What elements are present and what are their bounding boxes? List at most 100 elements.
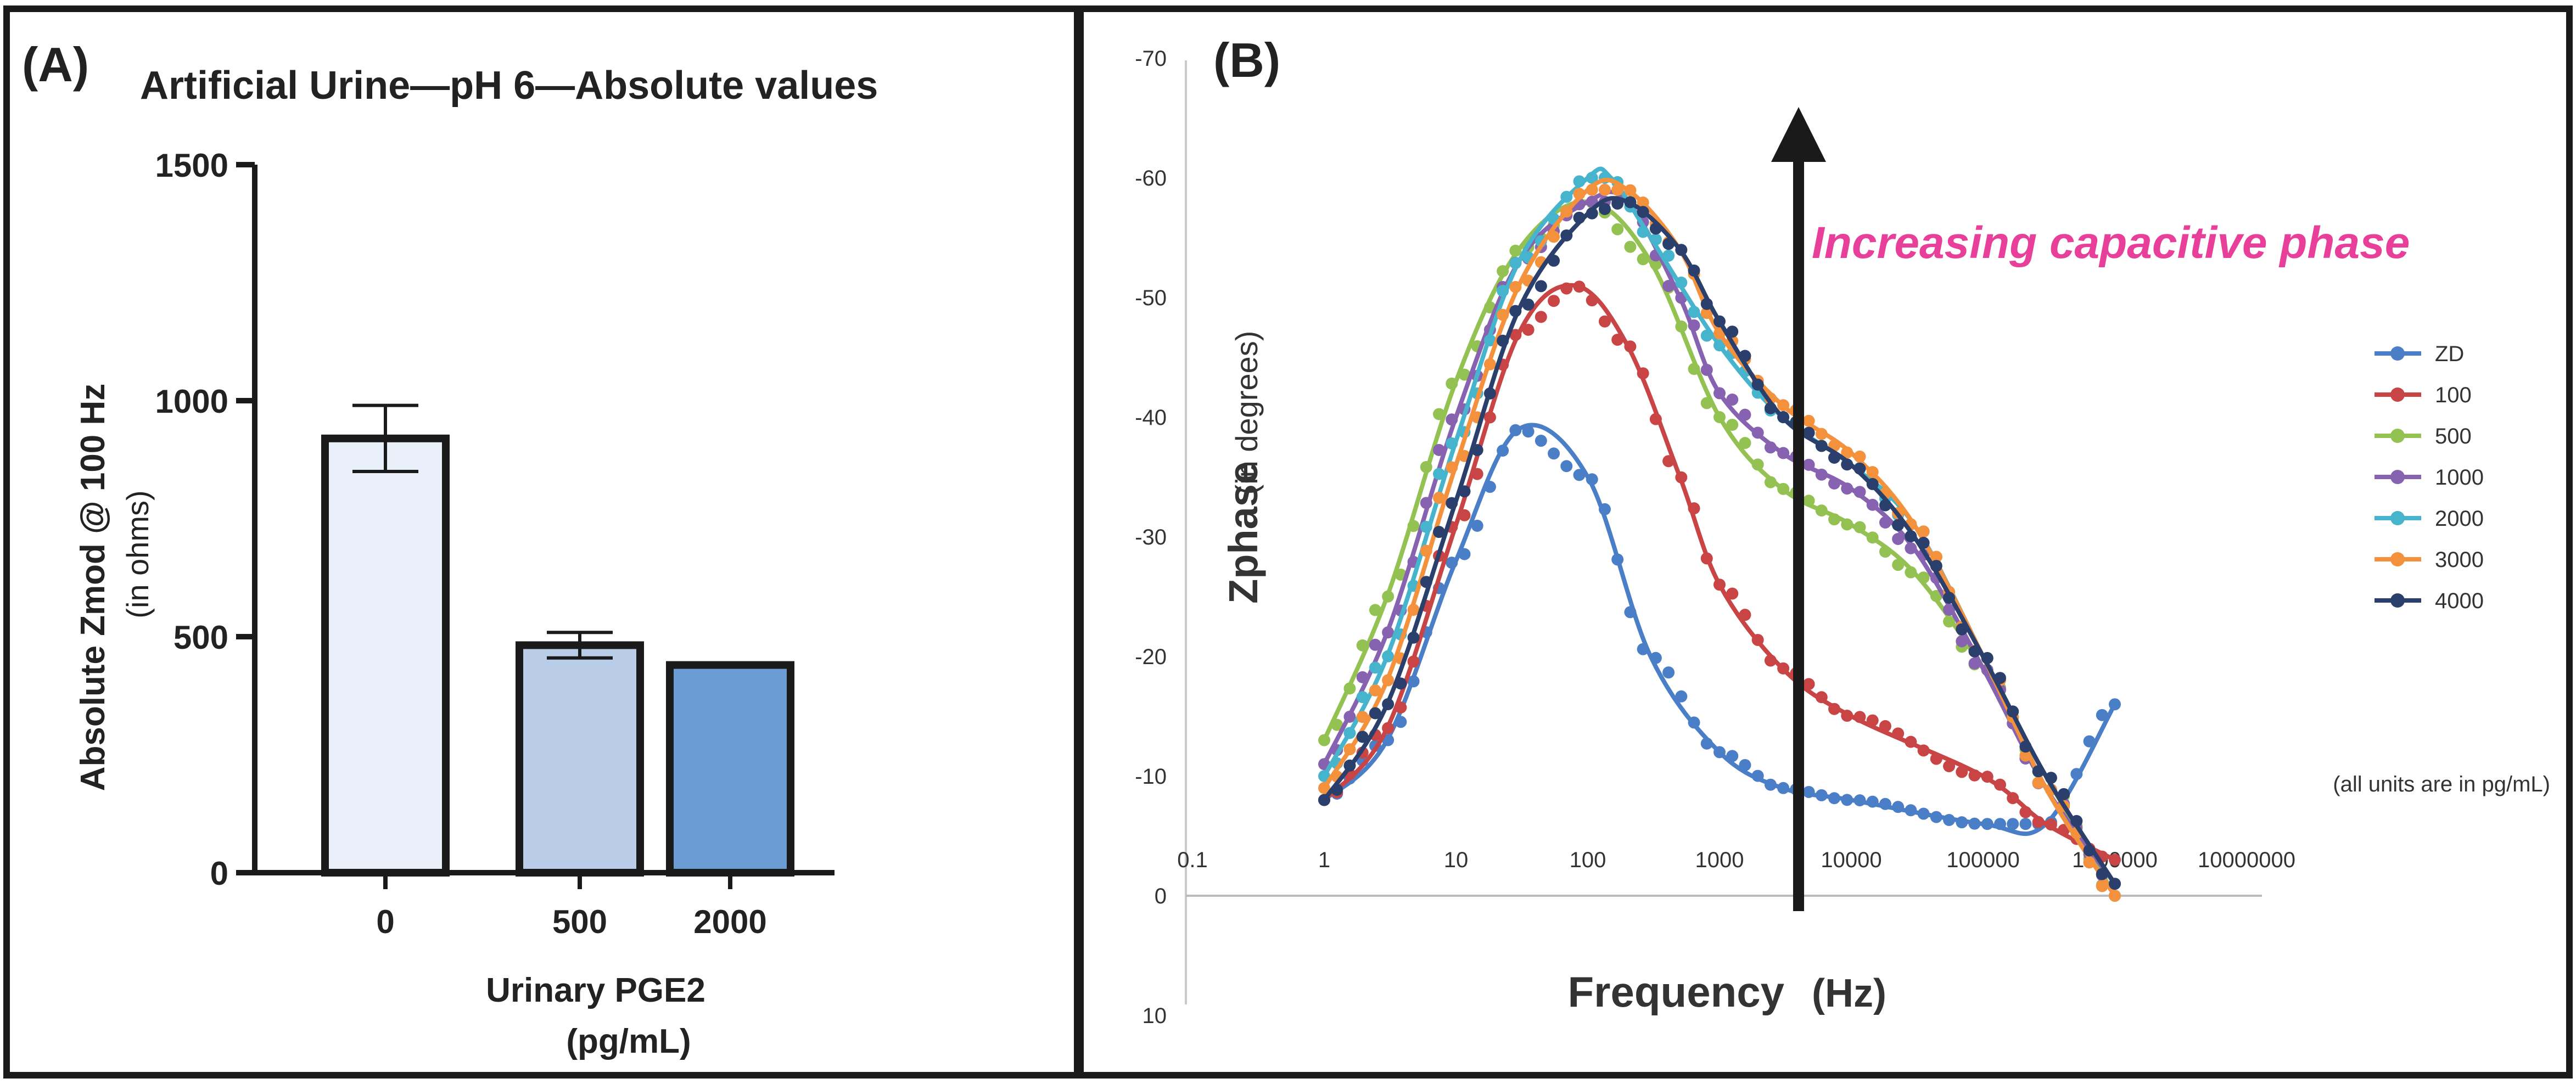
x-tick-label: 500 xyxy=(552,903,607,940)
data-point xyxy=(1943,813,1956,826)
data-point xyxy=(1739,759,1751,771)
data-point xyxy=(1853,711,1866,723)
data-point xyxy=(1802,495,1815,507)
data-point xyxy=(1879,516,1891,529)
data-point xyxy=(1662,249,1675,262)
data-point xyxy=(1356,731,1369,743)
data-point xyxy=(1866,714,1879,727)
bar-500 xyxy=(516,641,644,877)
legend-label: 2000 xyxy=(2435,507,2484,531)
data-point xyxy=(1892,801,1905,813)
data-point xyxy=(1407,631,1420,644)
data-point xyxy=(1395,716,1407,728)
data-point xyxy=(1905,530,1917,542)
bar-0 xyxy=(321,434,450,877)
x-tick-label: 10 xyxy=(1444,848,1469,872)
x-tick-label: 100 xyxy=(1570,848,1606,872)
data-point xyxy=(1343,727,1356,739)
data-point xyxy=(1764,476,1777,488)
x-tick-label: 100000 xyxy=(1946,848,2019,872)
data-point xyxy=(1611,553,1624,566)
series-line-100 xyxy=(1322,283,2116,862)
data-point xyxy=(1637,367,1649,380)
data-point xyxy=(1649,233,1662,246)
data-point xyxy=(1993,672,2006,684)
data-point xyxy=(1649,651,1662,664)
legend-item-2000: 2000 xyxy=(2375,507,2484,531)
series-group xyxy=(1318,166,2121,902)
y-axis-title: Absolute Zmod @ 100 Hz xyxy=(74,384,112,791)
data-point xyxy=(1841,710,1853,722)
y-tick-label: 10 xyxy=(1143,1004,1167,1028)
data-point xyxy=(1356,639,1369,651)
data-point xyxy=(1802,785,1815,798)
data-point xyxy=(1815,468,1828,481)
y-tick-label: 1500 xyxy=(155,147,228,184)
data-point xyxy=(1930,560,1942,572)
data-point xyxy=(1560,229,1573,241)
data-point xyxy=(1713,746,1726,759)
data-point xyxy=(1892,559,1905,571)
data-point xyxy=(1356,711,1369,723)
data-point xyxy=(1382,722,1395,734)
data-point xyxy=(1624,240,1637,253)
data-point xyxy=(2096,880,2108,892)
data-point xyxy=(1713,387,1726,400)
data-point xyxy=(1968,657,1981,670)
data-point xyxy=(1343,759,1356,772)
data-point xyxy=(1548,254,1560,267)
data-point xyxy=(1407,520,1420,532)
data-point xyxy=(1497,285,1509,297)
data-point xyxy=(1675,244,1688,256)
data-point xyxy=(1382,650,1395,662)
data-point xyxy=(1420,544,1432,557)
data-point xyxy=(1713,315,1726,328)
x-axis-unit: (Hz) xyxy=(1812,971,1886,1015)
data-point xyxy=(1483,387,1496,400)
data-point xyxy=(1356,691,1369,704)
y-axis-title: Zphase xyxy=(1220,462,1266,604)
data-point xyxy=(1726,418,1739,431)
data-point xyxy=(1637,253,1649,266)
panel-a-label: (A) xyxy=(22,37,89,92)
legend-label: 500 xyxy=(2435,424,2472,448)
data-point xyxy=(1777,447,1790,459)
data-point xyxy=(1815,789,1828,801)
data-point xyxy=(1853,794,1866,807)
data-point xyxy=(1369,707,1381,720)
data-point xyxy=(1943,760,1956,772)
data-point xyxy=(1739,609,1751,621)
data-point xyxy=(1866,531,1879,544)
data-point xyxy=(1598,203,1611,215)
data-point xyxy=(1841,794,1853,806)
data-point xyxy=(1471,443,1483,456)
data-point xyxy=(1522,298,1535,311)
data-point xyxy=(1395,701,1407,714)
data-point xyxy=(2109,878,2121,890)
legend-item-100: 100 xyxy=(2375,383,2472,407)
x-ticks: 0.1110100100010000100000100000010000000 xyxy=(1177,848,2295,872)
data-point xyxy=(2007,705,2019,718)
legend-label: 4000 xyxy=(2435,589,2484,613)
x-axis-title: Frequency xyxy=(1568,968,1784,1016)
data-point xyxy=(1726,587,1739,600)
data-point xyxy=(1535,311,1547,323)
data-point xyxy=(1853,450,1866,463)
data-point xyxy=(1624,606,1637,619)
data-point xyxy=(1866,498,1879,511)
data-point xyxy=(1866,795,1879,808)
y-axis-subtitle: (in ohms) xyxy=(120,490,155,618)
data-point xyxy=(2083,844,2096,857)
data-point xyxy=(1739,350,1751,362)
legend-swatch-marker xyxy=(2390,387,2405,402)
data-point xyxy=(1777,662,1790,675)
data-point xyxy=(1509,329,1522,341)
data-point xyxy=(1598,503,1611,515)
data-point xyxy=(1649,413,1662,425)
data-point xyxy=(1483,481,1496,493)
data-point xyxy=(1586,207,1598,220)
data-point xyxy=(1407,603,1420,616)
legend-item-4000: 4000 xyxy=(2375,589,2484,613)
data-point xyxy=(1637,226,1649,238)
data-point xyxy=(1956,816,1968,829)
